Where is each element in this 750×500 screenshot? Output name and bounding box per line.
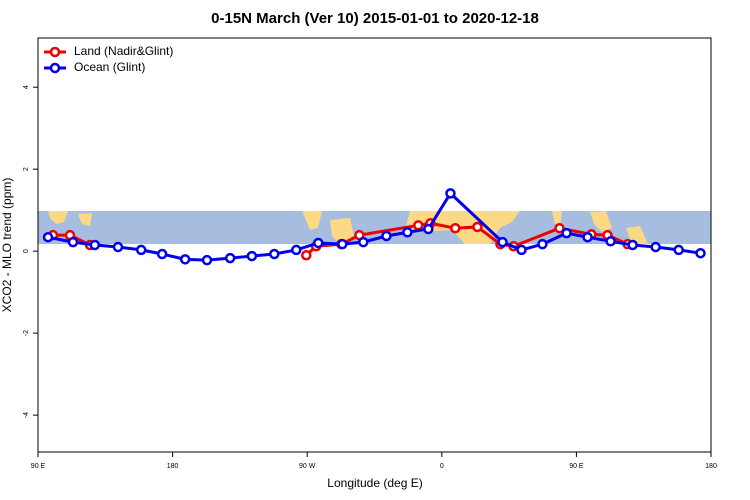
point bbox=[497, 236, 508, 248]
y-tick-label: 2 bbox=[23, 167, 30, 171]
point bbox=[516, 244, 527, 256]
point bbox=[179, 254, 191, 265]
y-tick-label: -4 bbox=[23, 412, 30, 418]
point bbox=[67, 236, 79, 248]
land bbox=[552, 211, 648, 244]
point bbox=[337, 238, 348, 250]
point bbox=[423, 223, 434, 235]
x-tick-label: 90 W bbox=[299, 463, 316, 470]
point bbox=[450, 222, 461, 234]
point bbox=[156, 248, 168, 260]
legend-label: Ocean (Glint) bbox=[74, 60, 145, 74]
point bbox=[89, 239, 101, 251]
x-axis-label: Longitude (deg E) bbox=[327, 476, 422, 490]
y-tick-label: 4 bbox=[23, 85, 30, 89]
land bbox=[302, 211, 354, 244]
point bbox=[301, 249, 312, 261]
y-axis-label: XCO2 - MLO trend (ppm) bbox=[0, 178, 14, 313]
point bbox=[695, 247, 706, 259]
point bbox=[445, 188, 456, 199]
point bbox=[402, 227, 413, 238]
point bbox=[358, 236, 369, 248]
point bbox=[201, 254, 213, 266]
point bbox=[472, 221, 483, 233]
point bbox=[269, 248, 280, 260]
x-tick-label: 0 bbox=[440, 463, 444, 470]
y-tick-label: -2 bbox=[23, 330, 30, 336]
x-tick-label: 90 E bbox=[31, 463, 46, 470]
point bbox=[313, 237, 324, 249]
point bbox=[650, 241, 661, 253]
point bbox=[135, 244, 147, 256]
land bbox=[48, 211, 92, 226]
point bbox=[673, 244, 684, 256]
legend-marker bbox=[49, 62, 61, 74]
point bbox=[224, 252, 236, 264]
point bbox=[413, 220, 424, 231]
point bbox=[246, 250, 258, 262]
x-tick-label: 180 bbox=[705, 463, 717, 470]
point bbox=[42, 231, 54, 243]
plot-frame bbox=[37, 37, 712, 453]
point bbox=[291, 244, 302, 256]
y-tick-label: 0 bbox=[23, 249, 30, 253]
point bbox=[537, 238, 548, 250]
point bbox=[605, 236, 616, 247]
point bbox=[561, 227, 572, 239]
legend-marker bbox=[49, 46, 61, 58]
point bbox=[554, 222, 565, 234]
point bbox=[112, 241, 124, 253]
legend-label: Land (Nadir&Glint) bbox=[74, 44, 173, 58]
point bbox=[582, 231, 593, 243]
point bbox=[627, 239, 638, 251]
x-tick-label: 180 bbox=[167, 463, 179, 470]
chart-title: 0-15N March (Ver 10) 2015-01-01 to 2020-… bbox=[211, 10, 539, 27]
x-tick-label: 90 E bbox=[569, 463, 584, 470]
point bbox=[381, 230, 392, 242]
